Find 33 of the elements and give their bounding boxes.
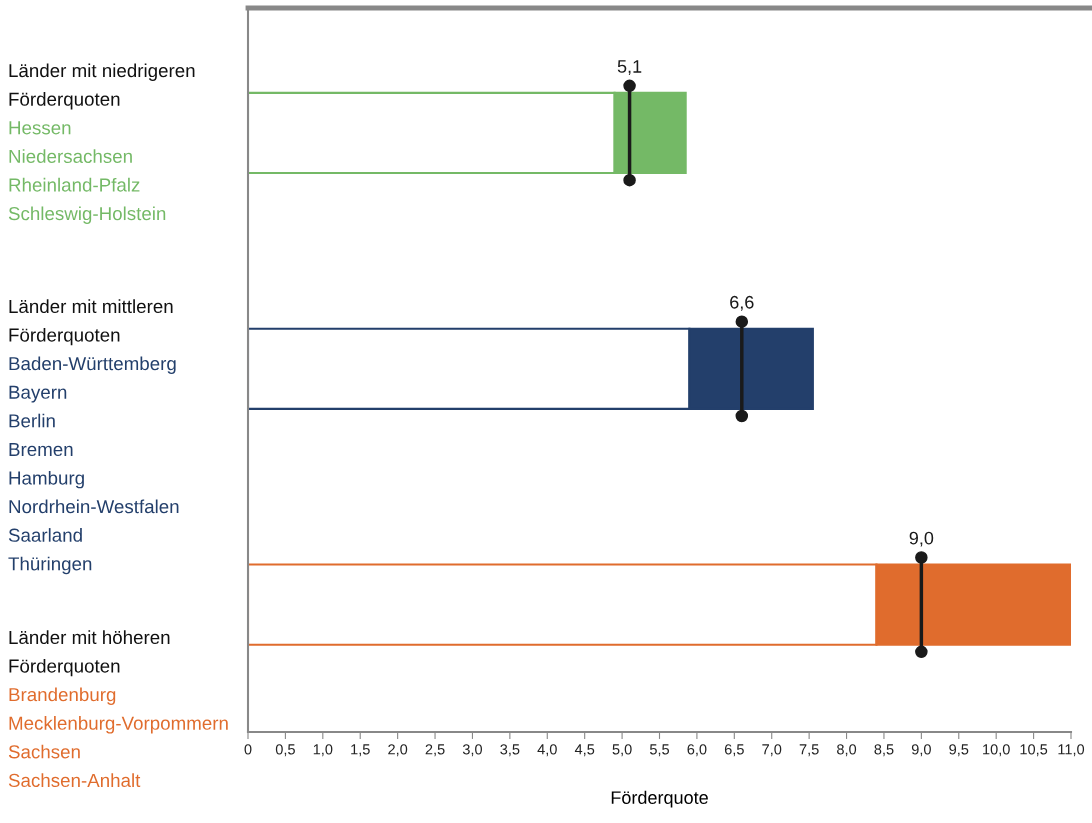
x-tick-label: 9,0 (911, 744, 931, 757)
x-tick-label: 0,5 (275, 744, 295, 757)
x-tick-label: 3,0 (462, 744, 483, 757)
data-label: 6,6 (730, 295, 754, 311)
text: Hessen Niedersachsen Rheinland-Pfalz Schleswig-Holstein (8, 121, 166, 224)
x-tick-label: 9,5 (949, 744, 969, 757)
x-tick-label: 10,5 (1020, 744, 1048, 757)
x-tick-label: 8,0 (837, 744, 857, 757)
x-tick-label: 6,5 (724, 744, 744, 757)
data-label: 5,1 (617, 60, 642, 75)
text: Baden-Württemberg Bayern Berlin Bremen Hamburg Nordrhein-Westfalen Saarland Thüringen (8, 356, 179, 575)
x-tick-label: 5,5 (649, 744, 670, 757)
x-tick-label: 8,5 (874, 744, 894, 757)
x-tick-label: 2,5 (425, 744, 445, 757)
y-tick-label: Länder mit höheren Förderquoten (9, 630, 170, 677)
x-tick-label: 1,0 (313, 744, 333, 757)
y-tick-label: Länder mit mittleren Förderquoten (9, 299, 173, 346)
y-tick-label: Länder mit niedrigeren Förderquoten (9, 63, 195, 110)
text: Brandenburg Mecklenburg-Vorpommern Sachsen Sachsen-Anhalt (8, 687, 228, 788)
x-tick-label: 5,0 (612, 744, 632, 757)
x-tick-label: 11,0 (1058, 744, 1085, 757)
x-tick-label: 2,0 (388, 744, 408, 757)
x-tick-label: 1,5 (351, 744, 370, 757)
x-tick-label: 7,5 (799, 744, 819, 757)
x-tick-label: 6,0 (687, 744, 707, 757)
x-axis-title: Förderquote (611, 790, 708, 808)
x-tick-label: 7,0 (762, 744, 782, 757)
x-tick-label: 4,5 (574, 744, 595, 757)
x-tick-label: 0 (244, 744, 252, 755)
x-tick-label: 3,5 (500, 744, 520, 757)
x-tick-label: 10,0 (983, 744, 1010, 757)
x-tick-label: 4,0 (537, 744, 557, 757)
data-label: 9,0 (909, 531, 934, 547)
